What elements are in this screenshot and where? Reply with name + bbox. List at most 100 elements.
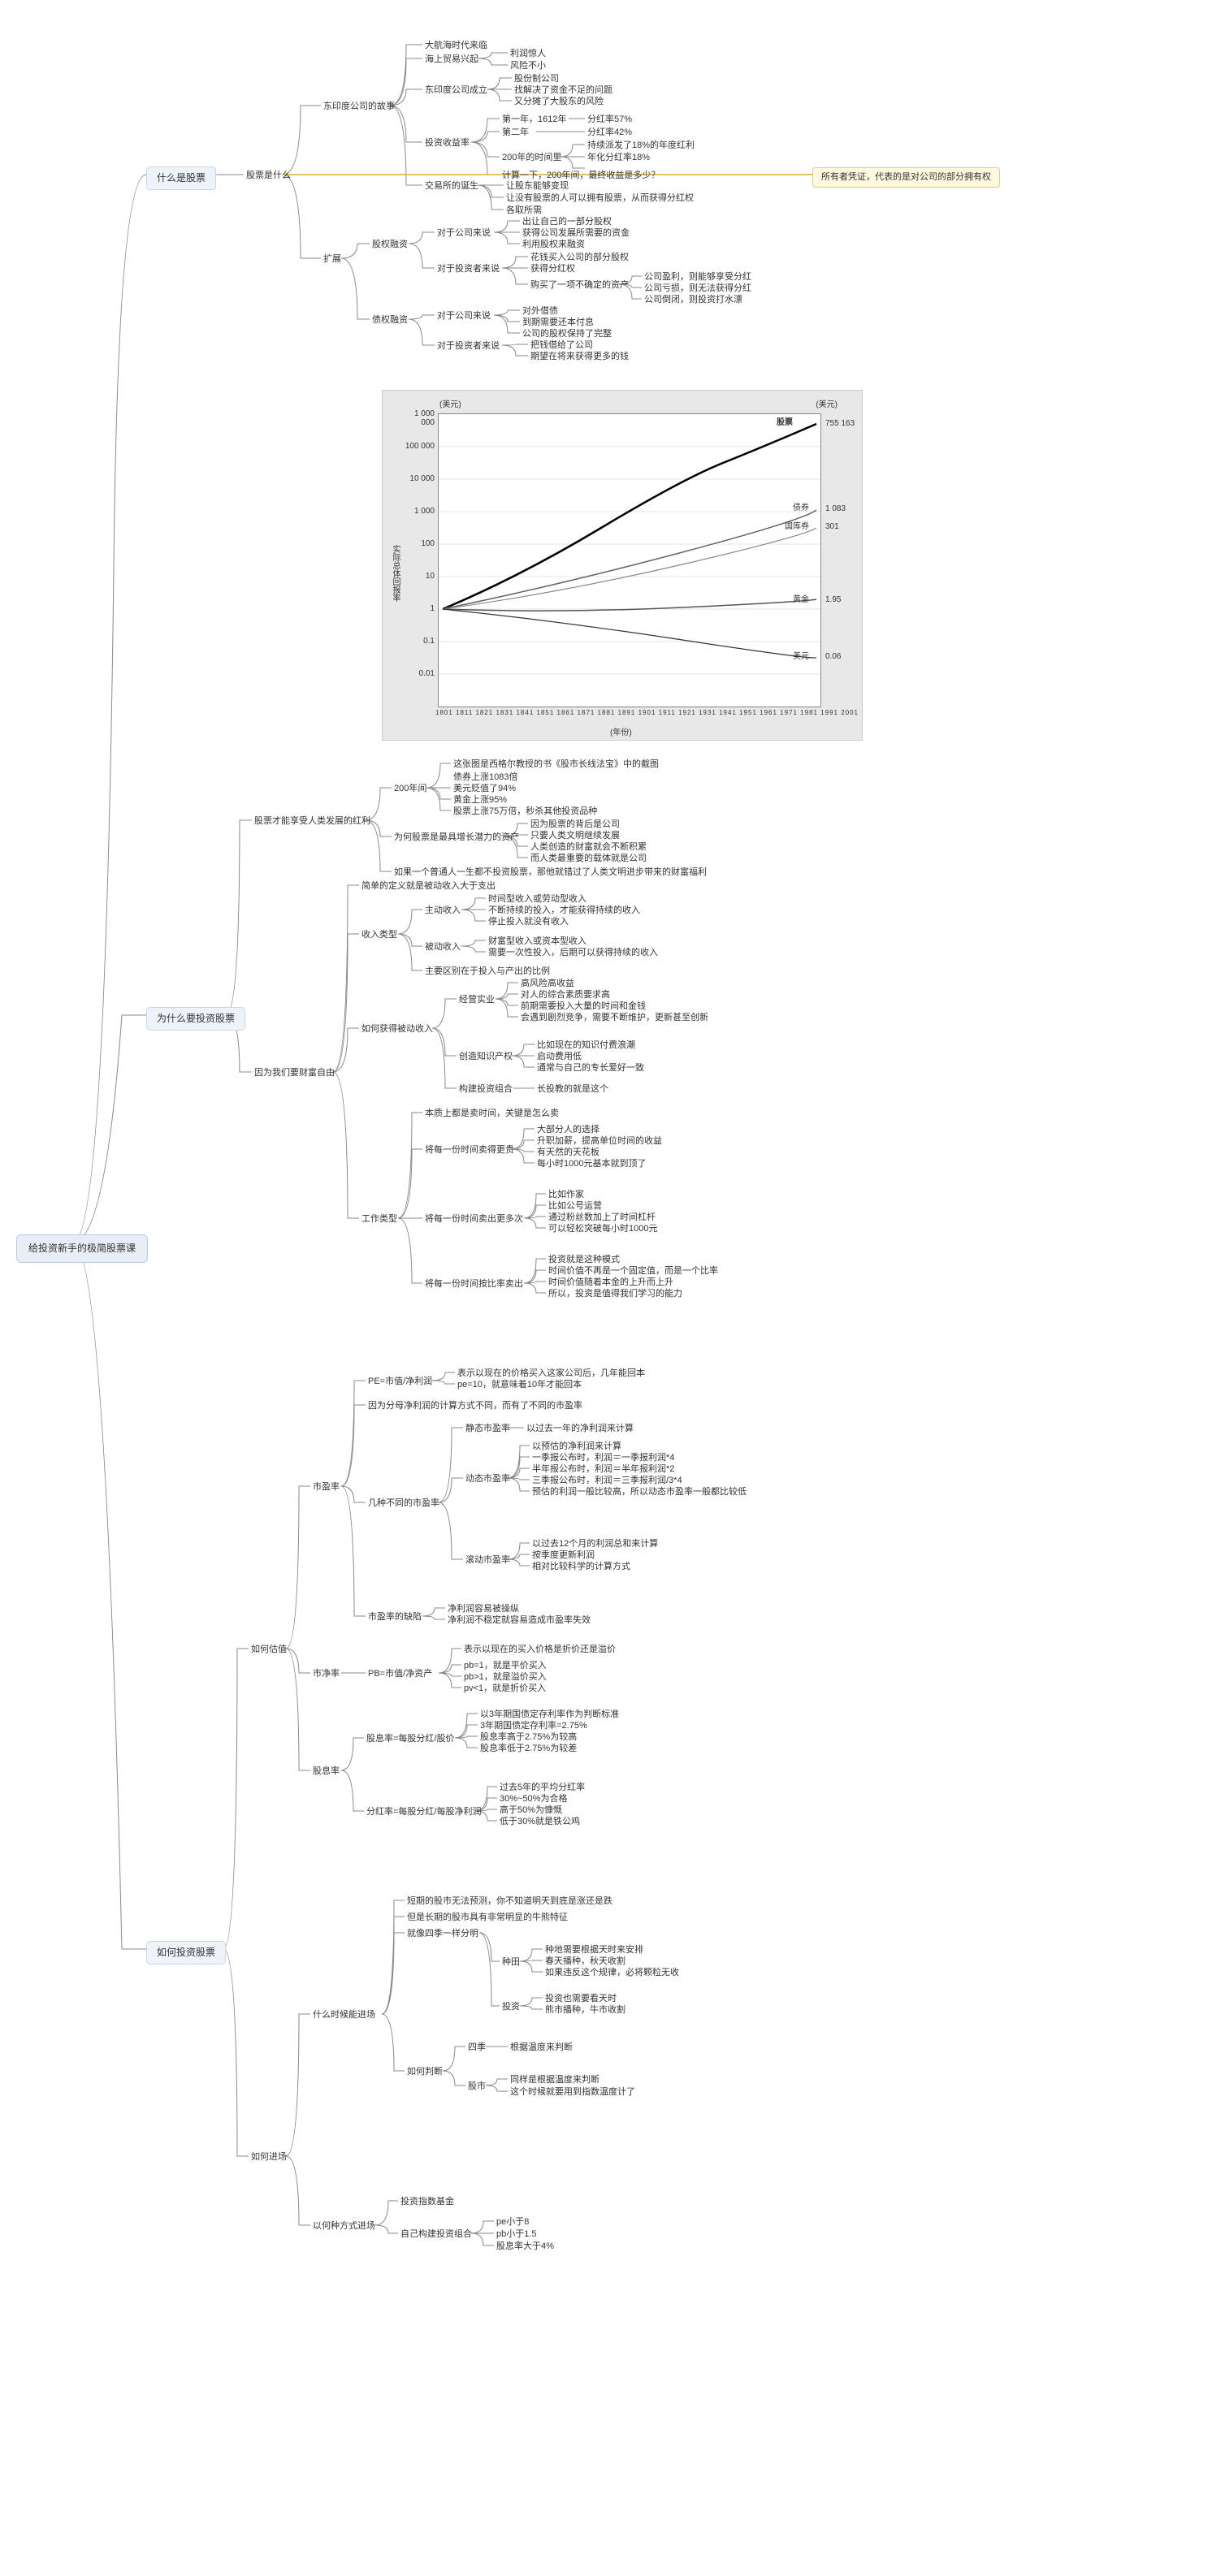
leaf: 如果一个普通人一生都不投资股票，那他就错过了人类文明进步带来的财富福利 [392, 866, 709, 880]
leaf: 而人类最重要的载体就是公司 [528, 852, 649, 866]
leaf: 收入类型 [359, 928, 400, 942]
branch-how-invest: 如何投资股票 [146, 1941, 226, 1964]
end-usd: 0.06 [825, 652, 841, 661]
leaf: 主动收入 [422, 904, 463, 918]
end-tbill: 301 [825, 522, 839, 531]
leaf: 低于30%就是铁公鸡 [497, 1815, 582, 1829]
leaf: 滚动市盈率 [463, 1554, 513, 1567]
leaf: 熊市播种，牛市收割 [543, 2003, 628, 2017]
leaf: 构建投资组合 [457, 1083, 515, 1096]
leaf: 股息率大于4% [494, 2240, 556, 2254]
chart-title-right: (美元) [816, 397, 838, 409]
leaf: 因为分母净利润的计算方式不同，而有了不同的市盈率 [366, 1399, 585, 1413]
leaf: 海上贸易兴起 [422, 53, 481, 67]
leaf: 如何判断 [405, 2065, 445, 2079]
leaf: 什么时候能进场 [310, 2008, 378, 2022]
leaf: 投资收益率 [422, 136, 472, 150]
chart-plot [439, 414, 820, 707]
leaf: 投资指数基金 [398, 2195, 457, 2209]
n-stock-is-what: 股票是什么 [244, 169, 293, 183]
leaf: 停止投入就没有收入 [486, 915, 571, 929]
leaf: 交易所的诞生 [422, 179, 481, 193]
leaf: 第一年，1612年 [500, 113, 569, 127]
leaf: 以过去一年的净利润来计算 [524, 1422, 636, 1436]
leaf: 股息率 [310, 1765, 342, 1779]
branch-why-invest: 为什么要投资股票 [146, 1007, 245, 1031]
leaf: 几种不同的市盈率 [366, 1497, 442, 1511]
leaf: 需要一次性投入，后期可以获得持续的收入 [486, 946, 660, 960]
leaf: 如何进场 [249, 2150, 289, 2164]
leaf: 会遇到剧烈竞争，需要不断维护，更新甚至创新 [518, 1011, 711, 1025]
series-tbill: 国库券 [785, 519, 809, 531]
leaf: 股权融资 [370, 238, 410, 252]
leaf: 股息率=每股分红/股价 [364, 1732, 457, 1746]
leaf: 根据温度来判断 [508, 2041, 575, 2055]
leaf: 本质上都是卖时间，关键是怎么卖 [422, 1107, 561, 1121]
leaf: 将每一份时间卖出更多次 [422, 1212, 526, 1226]
leaf: 如何获得被动收入 [359, 1022, 435, 1036]
leaf: 分红率=每股分红/每股净利润 [364, 1805, 483, 1819]
n-east-india-story: 东印度公司的故事 [321, 100, 397, 114]
root-node: 给投资新手的极简股票课 [16, 1234, 148, 1263]
leaf: 预估的利润一般比较高，所以动态市盈率一般都比较低 [530, 1485, 749, 1499]
leaf: 自己构建投资组合 [398, 2228, 474, 2241]
leaf: 分红率42% [585, 126, 634, 140]
leaf: 将每一份时间卖得更贵 [422, 1143, 517, 1157]
leaf: 对于公司来说 [435, 309, 493, 323]
leaf: 市盈率 [310, 1480, 342, 1494]
leaf: 购买了一项不确定的资产 [528, 279, 631, 292]
leaf: pv<1，就是折价买入 [461, 1682, 548, 1696]
leaf: 如何估值 [249, 1643, 289, 1657]
leaf: 因为我们要财富自由 [252, 1066, 337, 1080]
leaf: 股息率低于2.75%为较差 [478, 1742, 579, 1756]
leaf: 利用股权来融资 [520, 238, 587, 252]
callout-owner-cert: 所有者凭证，代表的是对公司的部分拥有权 [812, 167, 1000, 188]
leaf: 又分摊了大股东的风险 [512, 95, 606, 109]
leaf: 如果违反这个规律，必将颗粒无收 [543, 1966, 682, 1980]
leaf: 所以，投资是值得我们学习的能力 [546, 1287, 685, 1301]
leaf: 工作类型 [359, 1212, 400, 1226]
leaf: 公司倒闭，则投资打水漂 [642, 293, 745, 307]
leaf: 200年的时间里 [500, 151, 564, 165]
chart-ylabel: 实际总体回报率 [389, 545, 401, 602]
leaf: 投资 [500, 2000, 522, 2014]
leaf: 扩展 [321, 253, 344, 266]
leaf: 种田 [500, 1956, 522, 1969]
leaf: 表示以现在的买入价格是折价还是溢价 [461, 1643, 618, 1657]
leaf: 动态市盈率 [463, 1472, 513, 1486]
leaf: 股市 [465, 2080, 488, 2094]
leaf: 年化分红率18% [585, 151, 652, 165]
leaf: 静态市盈率 [463, 1422, 513, 1436]
leaf: 市盈率的缺陷 [366, 1610, 424, 1624]
leaf: 股票才能享受人类发展的红利 [252, 815, 373, 828]
end-bond: 1 083 [825, 504, 846, 513]
leaf: 净利润不稳定就容易造成市盈率失效 [445, 1614, 593, 1627]
leaf: 这张图是西格尔教授的书《股市长线法宝》中的截图 [451, 758, 661, 772]
leaf: 分红率57% [585, 113, 634, 127]
leaf: 四季 [465, 2041, 488, 2055]
leaf: 200年间 [392, 782, 429, 796]
leaf: 但是长期的股市具有非常明显的牛熊特征 [405, 1911, 570, 1925]
leaf: 债权融资 [370, 313, 410, 327]
siegel-chart: (美元) (美元) 实际总体回报率 股票 755 163 债券 1 083 国库… [382, 390, 863, 741]
chart-title-left: (美元) [439, 397, 461, 409]
leaf: 将每一份时间按比率卖出 [422, 1277, 526, 1291]
leaf: PE=市值/净利润 [366, 1375, 435, 1389]
leaf: 风险不小 [508, 59, 548, 73]
leaf: 股票上涨75万倍，秒杀其他投资品种 [451, 805, 600, 819]
leaf: 以何种方式进场 [310, 2219, 378, 2233]
leaf: 对于公司来说 [435, 227, 493, 240]
leaf: 简单的定义就是被动收入大于支出 [359, 880, 498, 893]
series-usd: 美元 [793, 649, 809, 661]
leaf: 创造知识产权 [457, 1050, 515, 1064]
leaf: 可以轻松突破每小时1000元 [546, 1222, 660, 1236]
series-bond: 债券 [793, 500, 809, 512]
leaf: 这个时候就要用到指数温度计了 [508, 2085, 638, 2099]
leaf: 期望在将来获得更多的钱 [528, 350, 631, 364]
leaf: 短期的股市无法预测，你不知道明天到底是涨还是跌 [405, 1895, 615, 1908]
leaf: 东印度公司成立 [422, 84, 490, 97]
series-gold: 黄金 [793, 592, 809, 604]
chart-xlabel: (年份) [610, 725, 632, 737]
leaf: 相对比较科学的计算方式 [530, 1560, 633, 1574]
leaf: 就像四季一样分明 [405, 1927, 481, 1941]
